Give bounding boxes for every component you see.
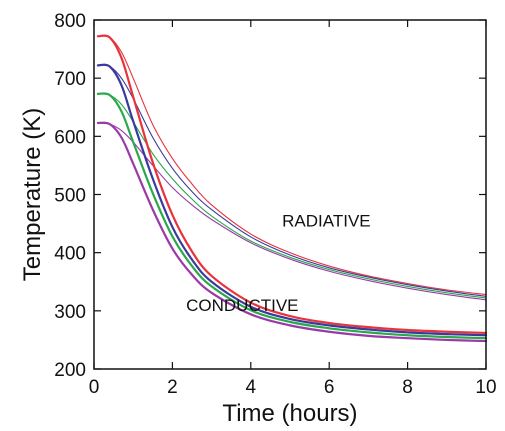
tick-labels: 0 2 4 6 8 10 200 300 400 500 600 700 800 <box>54 11 496 398</box>
y-tick-label: 800 <box>54 11 86 32</box>
radiative-series-line-3 <box>97 122 487 301</box>
x-tick-label: 0 <box>89 377 100 398</box>
y-tick-label: 300 <box>54 302 86 323</box>
radiative-series-line-2 <box>97 93 487 299</box>
annotation-conductive: CONDUCTIVE <box>186 296 298 315</box>
y-axis-title: Temperature (K) <box>19 108 46 281</box>
plot-frame <box>93 19 487 370</box>
annotation-radiative: RADIATIVE <box>282 211 370 230</box>
radiative-series-line-0 <box>97 35 487 296</box>
x-axis-title: Time (hours) <box>222 400 357 427</box>
x-tick-label: 10 <box>475 377 496 398</box>
conductive-series-line-4 <box>96 34 488 335</box>
radiative-series-line-1 <box>97 64 487 297</box>
y-tick-label: 600 <box>54 127 86 148</box>
x-tick-label: 6 <box>324 377 335 398</box>
y-tick-label: 200 <box>54 360 86 381</box>
y-tick-label: 700 <box>54 69 86 90</box>
series-layer <box>96 34 488 343</box>
x-tick-label: 2 <box>167 377 178 398</box>
y-tick-label: 400 <box>54 244 86 265</box>
conductive-series-line-7 <box>96 121 488 343</box>
x-tick-label: 8 <box>402 377 413 398</box>
conductive-series-line-6 <box>96 92 488 340</box>
x-tick-label: 4 <box>246 377 257 398</box>
conductive-series-line-5 <box>96 63 488 337</box>
y-tick-label: 500 <box>54 186 86 207</box>
